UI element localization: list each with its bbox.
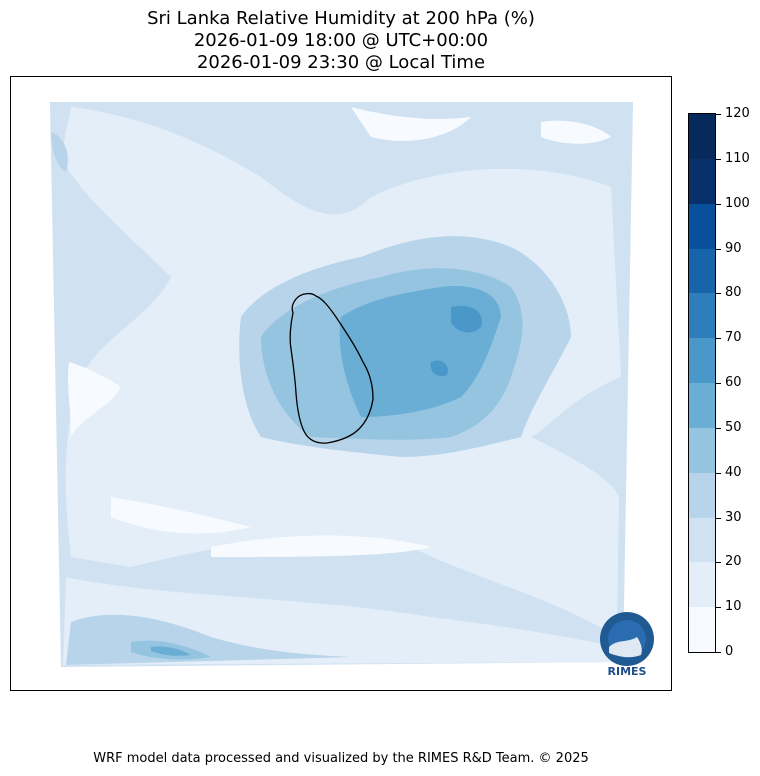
colorbar-tick [716,338,721,340]
colorbar [688,113,716,653]
humidity-contour-map: RIMES [50,102,654,678]
colorbar-tick [716,472,721,474]
contour-band-lightest [211,535,431,557]
colorbar-tick-label: 10 [725,599,742,615]
contour-band-darker [451,305,482,333]
colorbar-tick [716,517,721,519]
footer-credit: WRF model data processed and visualized … [93,751,589,766]
sri-lanka-coastline [289,292,374,444]
title-line-1: Sri Lanka Relative Humidity at 200 hPa (… [147,8,535,29]
contour-band-lightest [111,497,251,534]
colorbar-segment [689,158,715,204]
colorbar-tick-label: 0 [725,644,734,659]
colorbar-segment [689,338,715,383]
colorbar-tick [716,114,721,115]
colorbar-tick-label: 80 [725,285,742,301]
colorbar-segment [689,472,715,518]
colorbar-segment [689,562,715,608]
colorbar-tick [716,203,721,205]
contour-band-dark [151,646,191,656]
contour-band-mid [51,132,68,172]
colorbar-segment [689,383,715,428]
colorbar-tick [716,158,721,160]
colorbar-tick-label: 110 [725,150,750,166]
title-line-3: 2026-01-09 23:30 @ Local Time [196,52,486,73]
title-line-2: 2026-01-09 18:00 @ UTC+00:00 [193,30,489,51]
colorbar-segment [689,293,715,339]
colorbar-tick-label: 60 [725,375,742,390]
rimes-logo: RIMES [600,612,654,678]
rimes-logo-text: RIMES [608,665,647,678]
colorbar-tick-label: 20 [725,554,742,570]
colorbar-tick-label: 90 [725,240,742,256]
map-title: Sri Lanka Relative Humidity at 200 hPa (… [0,8,682,74]
colorbar-tick [716,562,721,564]
colorbar-tick [716,652,721,653]
colorbar-tick [716,248,721,250]
colorbar-tick-label: 120 [725,106,750,121]
contour-band-lightest [541,120,611,144]
colorbar-segment [689,248,715,294]
colorbar-segment [689,427,715,473]
rimes-logo-wave [609,637,642,658]
colorbar-tick-label: 40 [725,464,742,480]
colorbar-segment [689,607,715,652]
colorbar-tick [716,607,721,609]
colorbar-tick-label: 50 [725,419,742,435]
contour-band-lightest [351,107,471,141]
contour-band-lightest [68,362,121,437]
colorbar-tick [716,427,721,429]
colorbar-tick-label: 100 [725,195,750,211]
colorbar-segment [689,203,715,249]
colorbar-tick-label: 70 [725,330,742,346]
colorbar-tick-label: 30 [725,509,742,525]
colorbar-tick [716,383,721,384]
colorbar-segment [689,114,715,159]
colorbar-tick [716,293,721,295]
map-panel: RIMES [10,76,672,691]
contour-band-darker [430,360,448,377]
colorbar-segment [689,517,715,563]
